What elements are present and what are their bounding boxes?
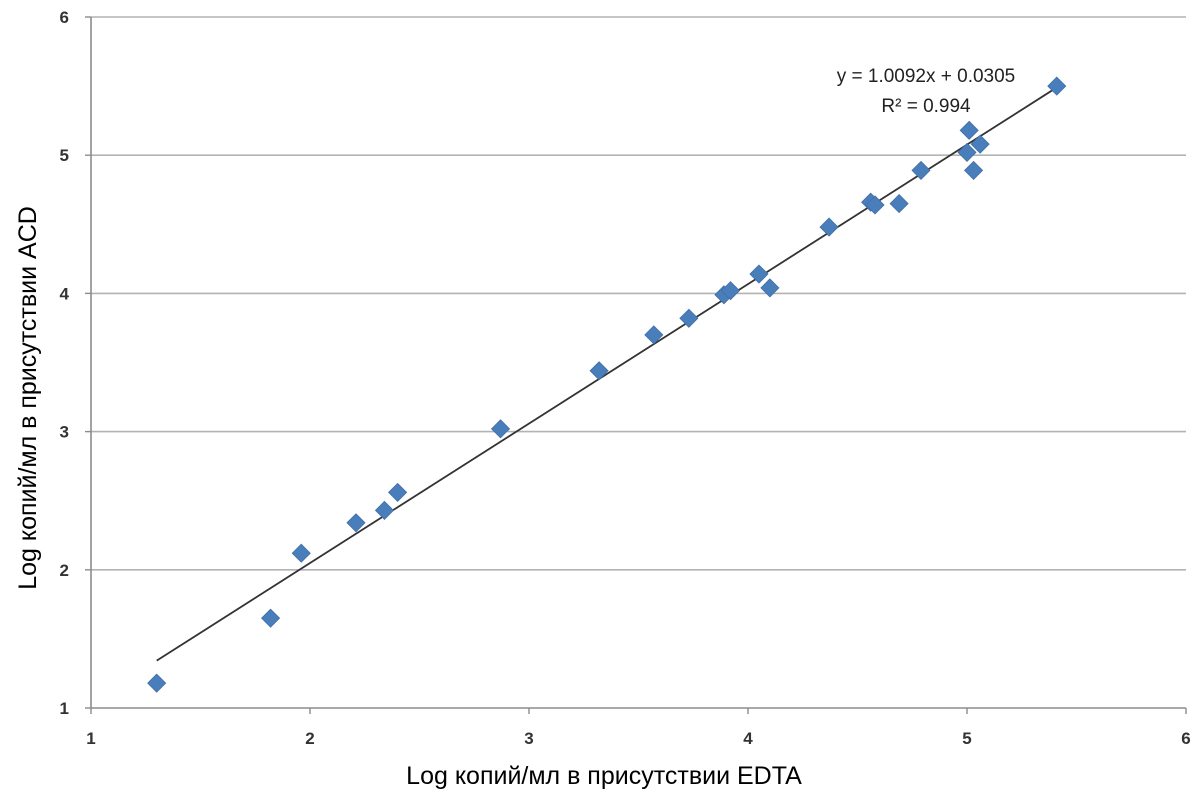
data-point bbox=[957, 142, 977, 163]
data-point bbox=[970, 134, 990, 154]
trendline-group bbox=[156, 86, 1058, 662]
axes bbox=[85, 16, 1187, 714]
trendline-r-squared: R² = 0.994 bbox=[881, 96, 971, 117]
y-tick-label: 6 bbox=[60, 8, 69, 27]
data-point bbox=[346, 513, 366, 533]
y-tick-label: 2 bbox=[60, 561, 69, 580]
data-point bbox=[1047, 76, 1067, 96]
gridlines bbox=[91, 16, 1186, 571]
y-axis-title: Log копий/мл в присутствии ACD bbox=[14, 206, 42, 590]
tick-labels: 1 2 3 4 5 6 1 2 3 4 5 6 bbox=[60, 8, 1191, 748]
data-point bbox=[644, 325, 664, 345]
trendline bbox=[156, 86, 1058, 662]
x-tick-label: 5 bbox=[962, 729, 971, 748]
data-point bbox=[911, 160, 931, 180]
data-point bbox=[819, 217, 839, 237]
data-point bbox=[964, 160, 984, 180]
data-point bbox=[720, 281, 741, 301]
data-point bbox=[959, 120, 979, 140]
y-tick-label: 5 bbox=[60, 146, 69, 165]
y-tick-label: 1 bbox=[60, 699, 69, 718]
data-points bbox=[147, 76, 1067, 693]
data-point bbox=[490, 419, 511, 439]
data-point bbox=[147, 673, 167, 693]
data-point bbox=[889, 194, 909, 214]
trendline-equation: y = 1.0092x + 0.0305 bbox=[837, 66, 1016, 87]
data-point bbox=[749, 264, 769, 284]
data-point bbox=[388, 482, 408, 502]
y-tick-label: 4 bbox=[60, 284, 70, 303]
data-point bbox=[261, 608, 281, 628]
x-tick-label: 3 bbox=[524, 729, 533, 748]
y-tick-label: 3 bbox=[60, 423, 69, 442]
x-axis-title: Log копий/мл в присутствии EDTA bbox=[406, 762, 802, 790]
data-point bbox=[760, 278, 780, 298]
data-point bbox=[374, 500, 395, 520]
data-point bbox=[865, 195, 885, 215]
data-point bbox=[679, 308, 699, 328]
x-tick-label: 4 bbox=[743, 729, 753, 748]
x-tick-label: 2 bbox=[305, 729, 314, 748]
x-tick-label: 1 bbox=[86, 729, 95, 748]
x-tick-label: 6 bbox=[1181, 729, 1190, 748]
data-point bbox=[589, 361, 609, 381]
data-point bbox=[291, 543, 311, 563]
